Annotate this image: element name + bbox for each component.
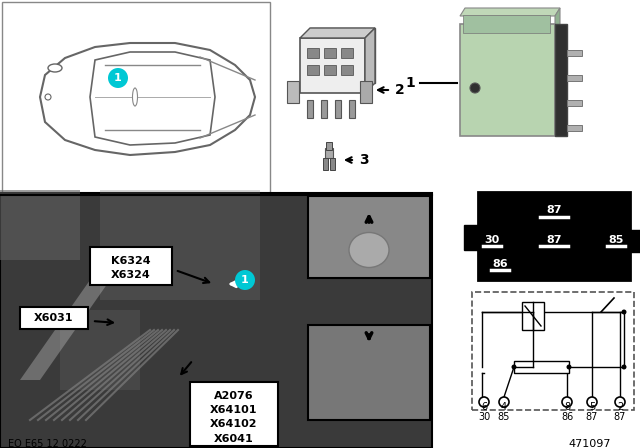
Circle shape bbox=[621, 365, 627, 370]
Ellipse shape bbox=[132, 88, 138, 106]
Polygon shape bbox=[365, 28, 375, 93]
Text: 87: 87 bbox=[547, 235, 562, 245]
Text: X64102: X64102 bbox=[211, 419, 258, 429]
Polygon shape bbox=[40, 43, 255, 155]
Bar bbox=[321, 100, 327, 118]
Ellipse shape bbox=[48, 64, 62, 72]
Circle shape bbox=[615, 397, 625, 407]
Bar bbox=[100, 190, 260, 300]
Ellipse shape bbox=[349, 233, 389, 267]
Bar bbox=[325, 148, 333, 158]
Bar bbox=[472, 292, 634, 410]
Text: 5: 5 bbox=[589, 402, 595, 412]
Bar bbox=[308, 325, 430, 420]
Circle shape bbox=[566, 365, 572, 370]
Circle shape bbox=[562, 397, 572, 407]
Text: 2: 2 bbox=[617, 402, 623, 412]
Text: X64101: X64101 bbox=[211, 405, 258, 415]
Bar bbox=[2, 2, 270, 193]
Bar bbox=[324, 48, 336, 58]
Bar bbox=[287, 81, 299, 103]
Bar bbox=[330, 158, 335, 170]
Text: 2: 2 bbox=[395, 83, 404, 97]
Bar bbox=[341, 48, 353, 58]
Circle shape bbox=[479, 397, 489, 407]
Bar bbox=[310, 28, 375, 83]
Bar bbox=[463, 15, 550, 33]
Circle shape bbox=[587, 397, 597, 407]
Bar bbox=[567, 75, 582, 81]
Bar bbox=[326, 142, 332, 150]
Text: 85: 85 bbox=[498, 412, 510, 422]
Bar bbox=[335, 100, 341, 118]
Bar bbox=[360, 81, 372, 103]
Text: X6041: X6041 bbox=[214, 434, 254, 444]
Bar bbox=[0, 190, 80, 260]
Polygon shape bbox=[90, 52, 215, 145]
Bar bbox=[514, 361, 569, 373]
Polygon shape bbox=[300, 28, 375, 38]
Polygon shape bbox=[460, 8, 560, 16]
Bar bbox=[190, 382, 278, 446]
Bar bbox=[555, 24, 567, 136]
Text: 471097: 471097 bbox=[569, 439, 611, 448]
Bar bbox=[307, 65, 319, 75]
Circle shape bbox=[499, 397, 509, 407]
Bar bbox=[478, 192, 630, 280]
Circle shape bbox=[108, 68, 128, 88]
Circle shape bbox=[621, 310, 627, 314]
Polygon shape bbox=[20, 280, 110, 380]
Bar bbox=[464, 225, 478, 250]
Bar bbox=[307, 100, 313, 118]
Bar bbox=[630, 230, 640, 252]
Bar bbox=[567, 125, 582, 131]
Text: 1: 1 bbox=[405, 76, 415, 90]
Bar bbox=[20, 307, 88, 329]
Text: 86: 86 bbox=[561, 412, 573, 422]
Text: 1: 1 bbox=[241, 275, 249, 285]
Bar bbox=[324, 65, 336, 75]
Text: 3: 3 bbox=[359, 153, 369, 167]
Circle shape bbox=[235, 270, 255, 290]
Text: A2076: A2076 bbox=[214, 391, 254, 401]
Text: X6324: X6324 bbox=[111, 270, 151, 280]
Bar bbox=[0, 193, 432, 448]
Text: 4: 4 bbox=[501, 402, 507, 412]
Text: EO E65 12 0222: EO E65 12 0222 bbox=[8, 439, 87, 448]
Text: 85: 85 bbox=[608, 235, 624, 245]
Bar bbox=[460, 24, 555, 136]
Bar bbox=[567, 50, 582, 56]
Bar bbox=[307, 48, 319, 58]
Bar bbox=[341, 65, 353, 75]
Text: 30: 30 bbox=[478, 412, 490, 422]
Circle shape bbox=[45, 94, 51, 100]
Polygon shape bbox=[555, 8, 560, 136]
Text: 87: 87 bbox=[614, 412, 626, 422]
Bar bbox=[308, 196, 430, 278]
Text: 8: 8 bbox=[564, 402, 570, 412]
Text: 1: 1 bbox=[114, 73, 122, 83]
Bar bbox=[300, 38, 365, 93]
Circle shape bbox=[470, 83, 480, 93]
Bar bbox=[323, 158, 328, 170]
Bar bbox=[567, 100, 582, 106]
Text: 30: 30 bbox=[484, 235, 500, 245]
Bar bbox=[90, 247, 172, 285]
Text: K6324: K6324 bbox=[111, 256, 151, 266]
Circle shape bbox=[511, 365, 516, 370]
Bar bbox=[522, 302, 544, 330]
Text: X6031: X6031 bbox=[35, 313, 74, 323]
Text: 6: 6 bbox=[481, 402, 487, 412]
Bar bbox=[349, 100, 355, 118]
Text: 87: 87 bbox=[586, 412, 598, 422]
Text: 87: 87 bbox=[547, 205, 562, 215]
Text: 86: 86 bbox=[492, 259, 508, 269]
Bar bbox=[60, 310, 140, 390]
